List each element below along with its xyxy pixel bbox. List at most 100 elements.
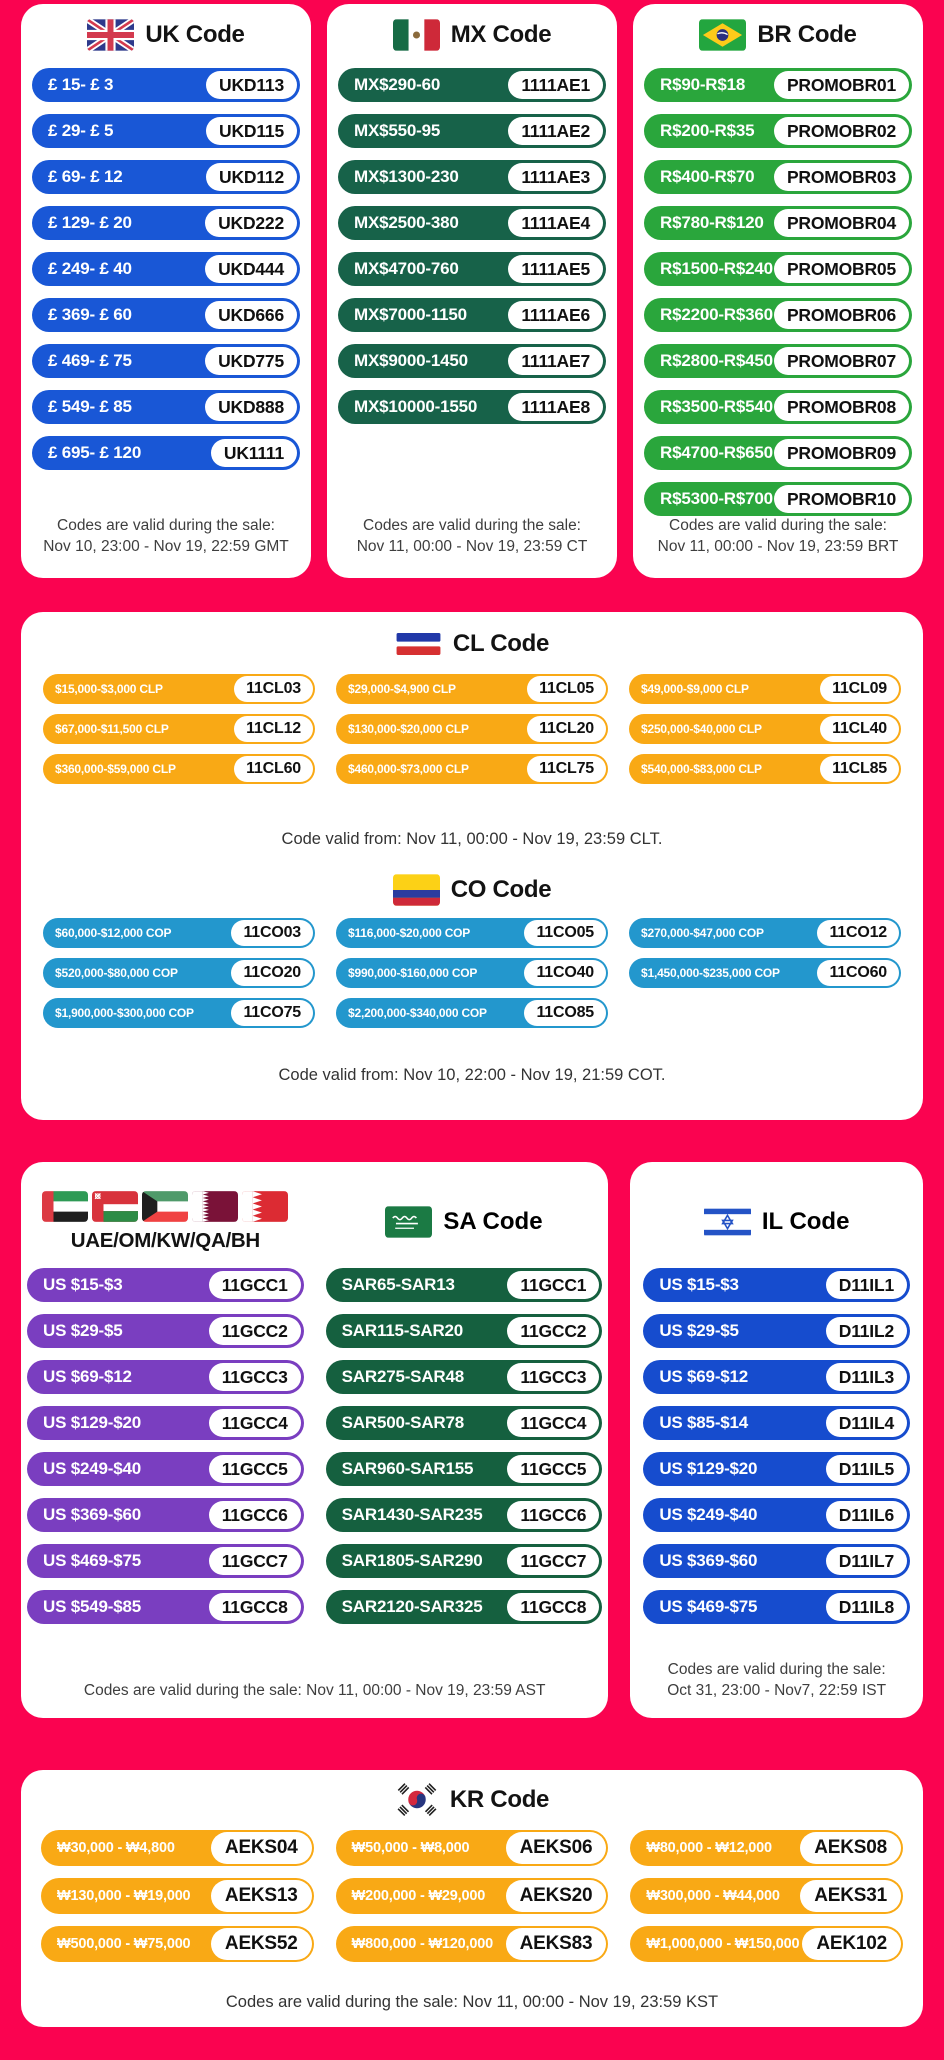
coupon-range: $360,000-$59,000 CLP (55, 762, 176, 776)
coupon-pill: $60,000-$12,000 COP 11CO03 (43, 918, 315, 949)
coupon-code: PROMOBR01 (773, 71, 909, 99)
coupon-code: AEKS83 (505, 1928, 607, 1960)
coupon-range: US $249-$40 (43, 1459, 141, 1478)
coupon-range: $60,000-$12,000 COP (55, 926, 172, 941)
coupon-code: PROMOBR10 (773, 485, 909, 513)
coupon-range: $520,000-$80,000 COP (55, 966, 178, 981)
coupon-code: AEKS20 (505, 1880, 607, 1912)
coupon-range: R$2800-R$450 (660, 351, 773, 370)
co-title: CO Code (450, 876, 552, 904)
coupon-pill: MX$7000-1150 1111AE6 (338, 298, 606, 332)
coupon-code: 1111AE2 (508, 117, 603, 145)
uk-coupon-list: £ 15- £ 3 UKD113 £ 29- £ 5 UKD115 £ 69- … (32, 68, 300, 470)
coupon-range: $15,000-$3,000 CLP (55, 682, 163, 696)
coupon-code: 11GCC6 (507, 1501, 600, 1529)
israel-flag-icon (703, 1205, 751, 1238)
coupon-code: D11IL8 (825, 1593, 907, 1621)
uk-title: UK Code (145, 21, 245, 48)
cl-title: CL Code (452, 630, 550, 657)
coupon-range: US $369-$60 (43, 1505, 141, 1524)
coupon-range: MX$290-60 (354, 75, 441, 94)
coupon-pill: £ 369- £ 60 UKD666 (32, 298, 300, 332)
gcc-flags (42, 1190, 289, 1222)
coupon-code: 11GCC8 (208, 1593, 301, 1621)
coupon-code: 11GCC2 (507, 1317, 600, 1345)
mx-validity-note: Codes are valid during the sale: Nov 11,… (356, 517, 588, 556)
coupon-pill: £ 69- £ 12 UKD112 (32, 160, 300, 194)
coupon-pill: SAR1805-SAR290 11GCC7 (325, 1544, 603, 1578)
coupon-pill: US $69-$12 11GCC3 (27, 1360, 304, 1394)
coupon-pill: ₩130,000 - ₩19,000 AEKS13 (41, 1878, 314, 1914)
coupon-code: 11CL03 (234, 676, 313, 702)
coupon-pill: R$400-R$70 PROMOBR03 (644, 160, 912, 194)
coupon-code: PROMOBR04 (773, 209, 909, 237)
cl-header: CL Code (33, 628, 911, 660)
coupon-range: US $69-$12 (659, 1367, 749, 1386)
coupon-range: $1,450,000-$235,000 COP (641, 966, 780, 981)
br-flag-icon (699, 19, 747, 51)
coupon-pill: US $29-$5 11GCC2 (27, 1314, 304, 1348)
coupon-code: AEKS06 (505, 1832, 607, 1864)
br-title: BR Code (757, 21, 857, 48)
coupon-pill: $67,000-$11,500 CLP 11CL12 (43, 714, 315, 744)
coupon-pill: ₩80,000 - ₩12,000 AEKS08 (630, 1830, 903, 1866)
coupon-range: £ 29- £ 5 (48, 121, 114, 140)
coupon-pill: $1,900,000-$300,000 COP 11CO75 (43, 998, 315, 1029)
coupon-range: SAR1430-SAR235 (341, 1505, 483, 1524)
coupon-code: 11CL60 (234, 756, 313, 782)
coupon-pill: SAR1430-SAR235 11GCC6 (325, 1498, 603, 1532)
coupon-pill: SAR115-SAR20 11GCC2 (325, 1314, 603, 1348)
il-validity-note: Codes are valid during the sale: Oct 31,… (667, 1661, 887, 1700)
cl-flag-icon (394, 628, 442, 660)
coupon-pill: ₩30,000 - ₩4,800 AEKS04 (41, 1830, 314, 1866)
coupon-range: SAR275-SAR48 (341, 1367, 465, 1386)
coupon-pill: R$200-R$35 PROMOBR02 (644, 114, 912, 148)
coupon-pill: $250,000-$40,000 CLP 11CL40 (629, 714, 901, 744)
sa-column: SA Code SAR65-SAR13 11GCC1 SAR115-SAR20 … (325, 1175, 603, 1681)
kr-code-card: KR Code ₩30,000 - ₩4,800 AEKS04 ₩50,000 … (21, 1770, 923, 2027)
kr-header: KR Code (37, 1782, 907, 1817)
coupon-pill: US $369-$60 11GCC6 (27, 1498, 304, 1532)
coupon-range: US $69-$12 (43, 1367, 132, 1386)
coupon-code: 11CL40 (820, 716, 899, 742)
coupon-range: £ 469- £ 75 (48, 351, 132, 370)
coupon-code: 11CO05 (524, 920, 606, 947)
kr-validity-note: Codes are valid during the sale: Nov 11,… (225, 1992, 719, 2011)
coupon-code: PROMOBR05 (773, 255, 909, 283)
coupon-code: 11GCC4 (507, 1409, 600, 1437)
coupon-pill: US $469-$75 11GCC7 (27, 1544, 304, 1578)
coupon-pill: ₩300,000 - ₩44,000 AEKS31 (630, 1878, 903, 1914)
coupon-code: 1111AE8 (508, 393, 603, 421)
coupon-code: AEKS13 (210, 1880, 312, 1912)
coupon-range: £ 549- £ 85 (48, 397, 132, 416)
coupon-range: SAR2120-SAR325 (341, 1597, 483, 1616)
coupon-range: SAR960-SAR155 (341, 1459, 474, 1478)
co-coupon-grid: $60,000-$12,000 COP 11CO03 $116,000-$20,… (33, 918, 911, 1029)
coupon-range: MX$7000-1150 (354, 305, 467, 324)
mx-flag-icon (392, 19, 440, 51)
coupon-code: 11CO60 (817, 960, 899, 987)
coupon-pill: $520,000-$80,000 COP 11CO20 (43, 958, 315, 989)
coupon-range: MX$1300-230 (354, 167, 459, 186)
sa-header: SA Code (326, 1175, 603, 1268)
coupon-pill: US $129-$20 D11IL5 (643, 1452, 910, 1486)
uk-header: UK Code (32, 19, 300, 51)
coupon-range: MX$4700-760 (354, 259, 459, 278)
coupon-range: US $15-$3 (43, 1275, 123, 1294)
coupon-code: 11GCC3 (507, 1363, 600, 1391)
coupon-pill: $270,000-$47,000 COP 11CO12 (629, 918, 901, 949)
coupon-range: SAR115-SAR20 (341, 1321, 464, 1340)
coupon-code: D11IL5 (825, 1455, 907, 1483)
coupon-range: US $15-$3 (659, 1275, 739, 1294)
coupon-range: £ 369- £ 60 (48, 305, 132, 324)
coupon-code: UK1111 (210, 439, 297, 467)
coupon-pill: US $249-$40 D11IL6 (643, 1498, 910, 1532)
coupon-range: US $549-$85 (43, 1597, 141, 1616)
coupon-pill: $116,000-$20,000 COP 11CO05 (336, 918, 608, 949)
coupon-code: 11GCC1 (507, 1271, 600, 1299)
coupon-range: $540,000-$83,000 CLP (641, 762, 762, 776)
mx-coupon-list: MX$290-60 1111AE1 MX$550-95 1111AE2 MX$1… (338, 68, 606, 424)
coupon-code: D11IL4 (825, 1409, 907, 1437)
coupon-code: PROMOBR07 (773, 347, 909, 375)
coupon-range: US $29-$5 (659, 1321, 739, 1340)
